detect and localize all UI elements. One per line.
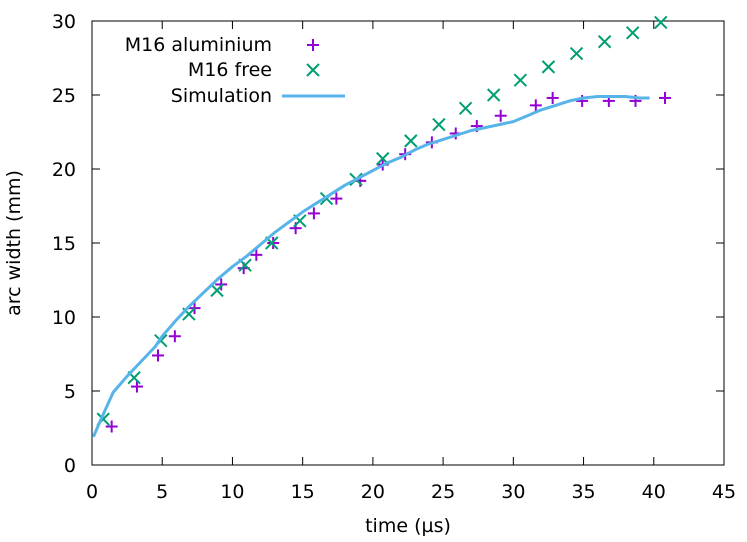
data-point	[307, 207, 320, 220]
data-point	[486, 88, 501, 102]
data-point	[130, 380, 143, 393]
data-point	[541, 60, 556, 74]
y-tick-label: 10	[52, 307, 76, 329]
y-tick-label: 0	[64, 455, 76, 477]
data-point	[168, 330, 181, 343]
y-tick-label: 25	[52, 85, 76, 107]
data-point	[659, 91, 672, 104]
data-point	[569, 46, 584, 61]
legend: M16 aluminium M16 free Simulation	[125, 34, 345, 107]
series-m16-aluminium	[105, 91, 672, 433]
y-tick-label: 5	[64, 381, 76, 403]
data-point	[210, 283, 224, 298]
y-tick-label: 15	[52, 233, 76, 255]
data-point	[626, 26, 640, 40]
data-point	[215, 278, 228, 291]
data-point	[330, 192, 343, 205]
x-tick-label: 40	[642, 481, 666, 503]
x-tick-label: 10	[220, 481, 244, 503]
data-point	[105, 420, 118, 433]
series-m16-free	[96, 15, 668, 426]
data-point	[404, 134, 418, 148]
x-tick-label: 35	[571, 481, 595, 503]
data-point	[546, 91, 559, 104]
x-axis-title: time (µs)	[365, 515, 451, 537]
data-point	[529, 99, 542, 112]
legend-label: M16 free	[188, 59, 272, 81]
data-point	[513, 73, 528, 87]
legend-label: Simulation	[171, 85, 272, 107]
data-point	[432, 117, 446, 132]
x-tick-label: 25	[431, 481, 455, 503]
axis-ticks	[91, 20, 725, 466]
legend-label: M16 aluminium	[125, 34, 272, 56]
data-point	[494, 109, 507, 122]
legend-marker	[307, 39, 319, 51]
y-tick-label: 20	[52, 159, 76, 181]
x-tick-label: 5	[156, 481, 168, 503]
legend-marker	[306, 63, 320, 77]
data-point	[654, 15, 668, 30]
x-tick-label: 0	[86, 481, 98, 503]
series-layer	[92, 15, 672, 438]
y-tick-label: 30	[52, 11, 76, 33]
y-tick-labels: 0 5 10 15 20 25 30	[52, 11, 76, 477]
data-point	[152, 349, 165, 362]
x-tick-label: 15	[291, 481, 315, 503]
data-point	[458, 101, 473, 116]
simulation-line	[92, 95, 650, 438]
y-axis-title: arc width (mm)	[3, 170, 25, 316]
x-tick-labels: 0 5 10 15 20 25 30 35 40 45	[86, 481, 736, 503]
x-tick-label: 20	[361, 481, 385, 503]
x-tick-label: 45	[712, 481, 736, 503]
x-tick-label: 30	[501, 481, 525, 503]
data-point	[250, 248, 263, 261]
data-point	[597, 35, 612, 49]
